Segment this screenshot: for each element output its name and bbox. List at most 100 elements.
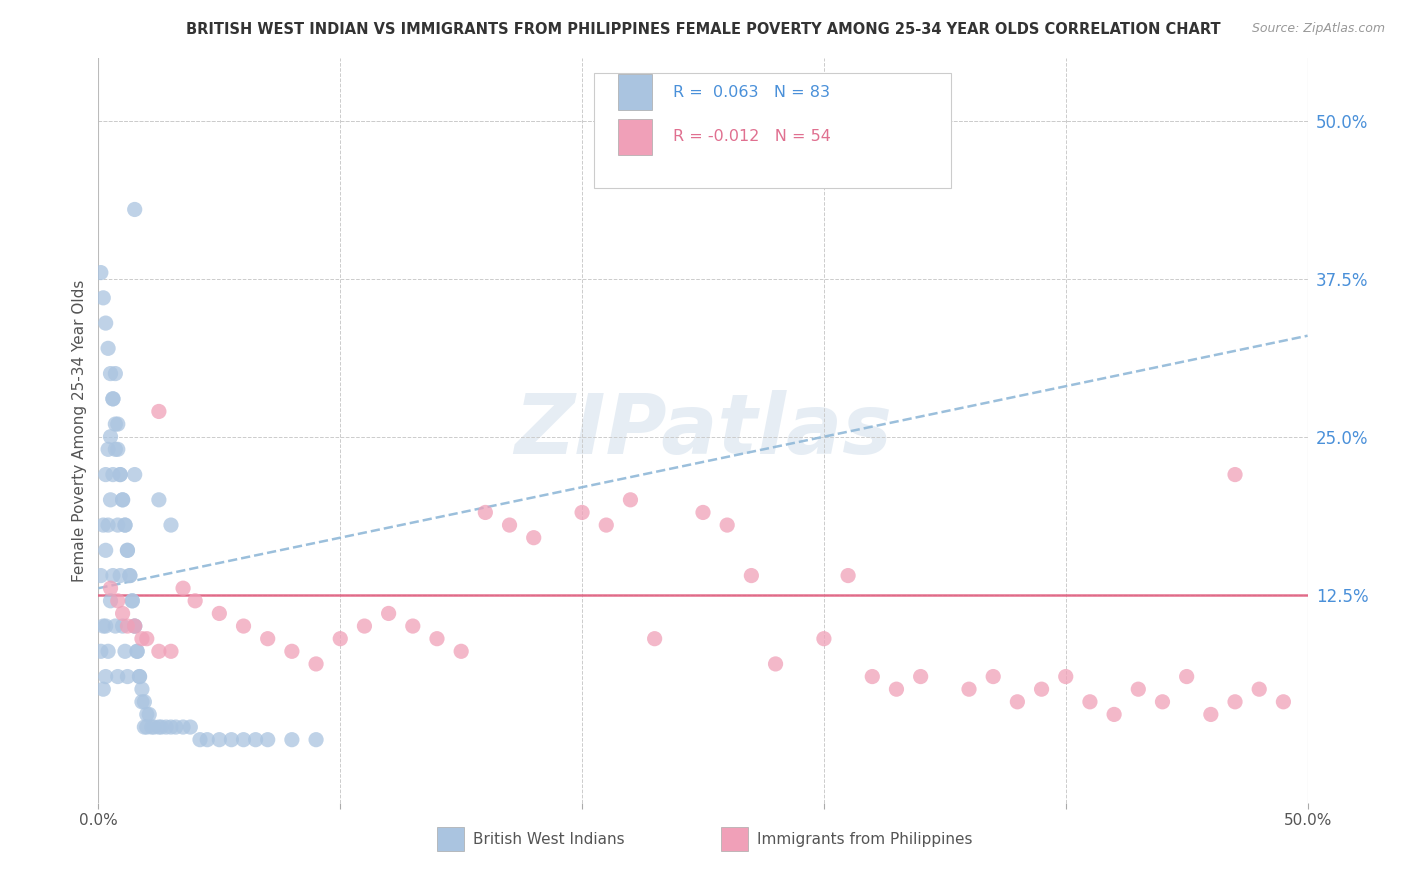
Point xyxy=(108,467,131,482)
Text: ZIPatlas: ZIPatlas xyxy=(515,390,891,471)
FancyBboxPatch shape xyxy=(437,828,464,851)
Point xyxy=(131,632,153,646)
Point xyxy=(134,720,156,734)
Point xyxy=(91,291,114,305)
Point xyxy=(94,467,117,482)
Point xyxy=(135,720,157,734)
Point xyxy=(141,720,163,734)
Point xyxy=(188,732,211,747)
Text: R = -0.012   N = 54: R = -0.012 N = 54 xyxy=(672,129,831,145)
Point xyxy=(117,619,139,633)
Point xyxy=(97,442,120,457)
Point xyxy=(886,682,908,697)
Point xyxy=(1102,707,1125,722)
Point xyxy=(740,568,762,582)
Point xyxy=(155,720,177,734)
Point xyxy=(107,669,129,683)
Point xyxy=(1199,707,1222,722)
Point xyxy=(101,392,124,406)
FancyBboxPatch shape xyxy=(721,828,748,851)
Point xyxy=(111,492,134,507)
Point xyxy=(138,707,160,722)
Point xyxy=(121,594,143,608)
Point xyxy=(111,492,134,507)
Point xyxy=(134,695,156,709)
Point xyxy=(108,568,131,582)
Point xyxy=(1054,669,1077,683)
Point xyxy=(232,732,254,747)
FancyBboxPatch shape xyxy=(619,74,652,110)
Text: British West Indians: British West Indians xyxy=(474,832,624,847)
Point xyxy=(595,518,617,533)
Point xyxy=(179,720,201,734)
Point xyxy=(1249,682,1271,697)
Point xyxy=(148,492,170,507)
Point xyxy=(121,594,143,608)
Point xyxy=(148,720,170,734)
Point xyxy=(1031,682,1053,697)
Point xyxy=(128,669,150,683)
Point xyxy=(124,619,146,633)
Point xyxy=(571,505,593,519)
Text: Immigrants from Philippines: Immigrants from Philippines xyxy=(758,832,973,847)
Point xyxy=(765,657,787,671)
Point xyxy=(101,392,124,406)
Point xyxy=(172,581,194,595)
Point xyxy=(498,518,520,533)
Point xyxy=(195,732,218,747)
Point xyxy=(104,417,127,431)
FancyBboxPatch shape xyxy=(619,119,652,155)
Point xyxy=(100,594,122,608)
Point xyxy=(104,367,127,381)
Point xyxy=(114,518,136,533)
Point xyxy=(1223,695,1246,709)
Point xyxy=(124,619,146,633)
Point xyxy=(305,657,328,671)
Point xyxy=(131,682,153,697)
Point xyxy=(232,619,254,633)
Point xyxy=(813,632,835,646)
Text: R =  0.063   N = 83: R = 0.063 N = 83 xyxy=(672,85,830,100)
Point xyxy=(644,632,666,646)
Point xyxy=(184,594,207,608)
Point xyxy=(1223,467,1246,482)
Point xyxy=(114,518,136,533)
Point xyxy=(97,342,120,356)
Point xyxy=(100,367,122,381)
Point xyxy=(143,720,166,734)
Point xyxy=(450,644,472,658)
Point xyxy=(692,505,714,519)
Point xyxy=(160,518,183,533)
Point xyxy=(148,404,170,418)
FancyBboxPatch shape xyxy=(595,73,950,188)
Point xyxy=(1078,695,1101,709)
Point xyxy=(94,543,117,558)
Point xyxy=(91,619,114,633)
Point xyxy=(281,644,304,658)
Point xyxy=(94,619,117,633)
Point xyxy=(245,732,267,747)
Point xyxy=(208,732,231,747)
Point xyxy=(117,543,139,558)
Point xyxy=(101,467,124,482)
Point xyxy=(981,669,1004,683)
Point xyxy=(377,607,399,621)
Point xyxy=(127,644,149,658)
Point xyxy=(1175,669,1198,683)
Point xyxy=(90,568,112,582)
Point xyxy=(402,619,425,633)
Point xyxy=(117,543,139,558)
Point xyxy=(135,707,157,722)
Point xyxy=(208,607,231,621)
Point xyxy=(91,518,114,533)
Point xyxy=(108,467,131,482)
Point xyxy=(97,644,120,658)
Point xyxy=(118,568,141,582)
Point xyxy=(221,732,243,747)
Point xyxy=(837,568,859,582)
Text: Source: ZipAtlas.com: Source: ZipAtlas.com xyxy=(1251,22,1385,36)
Point xyxy=(111,607,134,621)
Text: BRITISH WEST INDIAN VS IMMIGRANTS FROM PHILIPPINES FEMALE POVERTY AMONG 25-34 YE: BRITISH WEST INDIAN VS IMMIGRANTS FROM P… xyxy=(186,22,1220,37)
Point xyxy=(619,492,641,507)
Point xyxy=(160,644,183,658)
